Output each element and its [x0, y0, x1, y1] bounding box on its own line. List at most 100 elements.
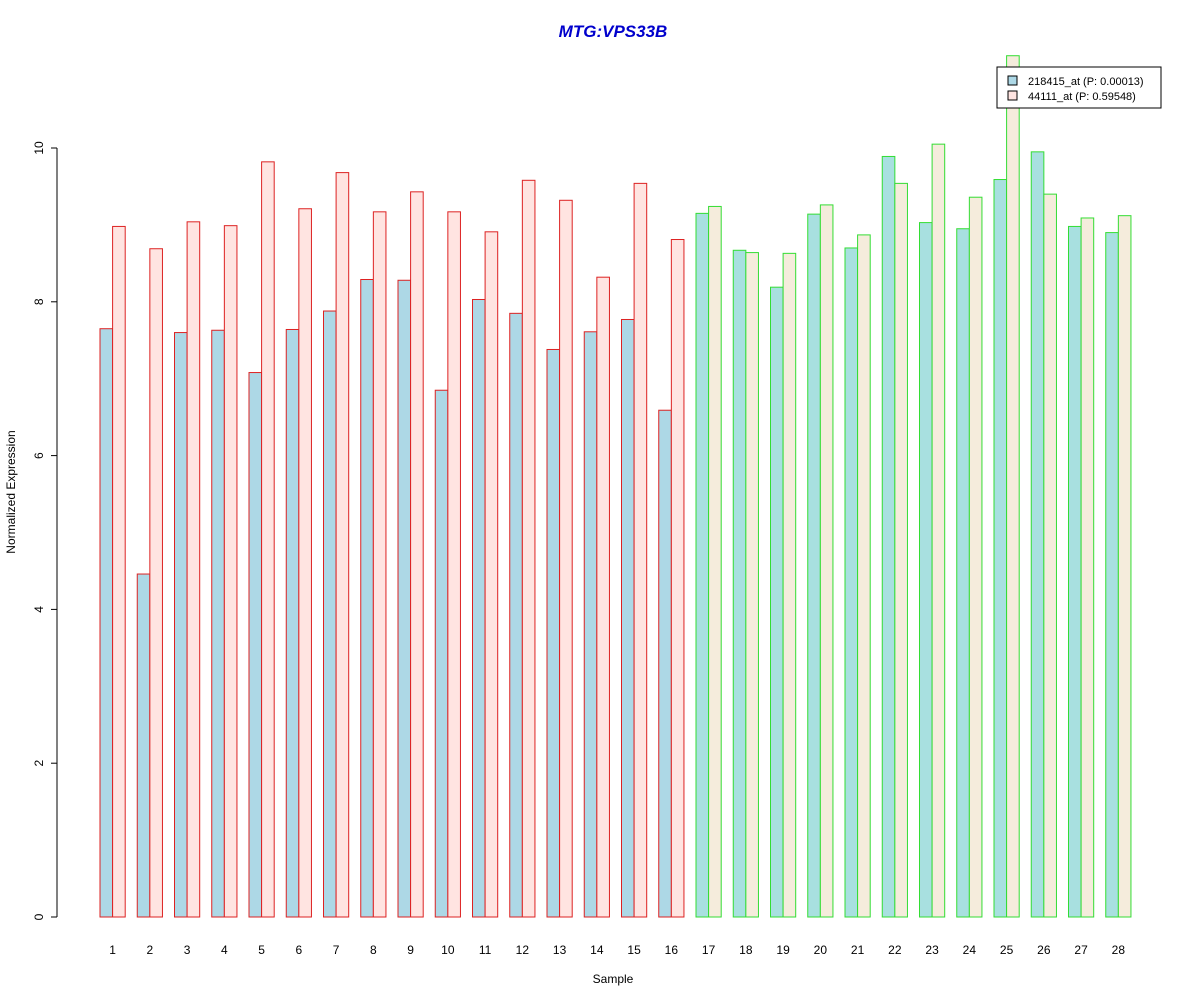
x-axis-tick-label: 19 — [776, 943, 790, 957]
legend: 218415_at (P: 0.00013) 44111_at (P: 0.595… — [997, 67, 1161, 108]
bar-series2-sample-23 — [932, 144, 945, 917]
y-axis-tick-label: 8 — [32, 298, 46, 305]
bar-series1-sample-17 — [696, 213, 709, 917]
bar-series2-sample-25 — [1007, 56, 1020, 917]
x-axis-tick-label: 1 — [109, 943, 116, 957]
x-axis-label: Sample — [593, 972, 634, 986]
legend-swatch — [1008, 91, 1017, 100]
bar-series1-sample-8 — [361, 279, 374, 917]
chart-title: MTG:VPS33B — [559, 22, 668, 41]
bar-series2-sample-12 — [522, 180, 535, 917]
x-axis-tick-label: 15 — [627, 943, 641, 957]
bar-series1-sample-7 — [324, 311, 337, 917]
bar-series1-sample-16 — [659, 410, 672, 917]
y-axis-tick-label: 10 — [32, 141, 46, 155]
bar-series2-sample-1 — [113, 226, 126, 917]
y-axis: 0 2 4 6 8 10 — [32, 141, 57, 920]
bar-series2-sample-15 — [634, 183, 647, 917]
bar-series1-sample-26 — [1031, 152, 1044, 917]
x-axis-tick-label: 25 — [1000, 943, 1014, 957]
bar-series2-sample-20 — [820, 205, 833, 917]
x-axis-tick-label: 8 — [370, 943, 377, 957]
bar-series2-sample-14 — [597, 277, 610, 917]
y-axis-tick-label: 2 — [32, 760, 46, 767]
bar-series1-sample-2 — [137, 574, 150, 917]
x-axis-tick-label: 18 — [739, 943, 753, 957]
x-axis-tick-label: 28 — [1112, 943, 1126, 957]
bar-series1-sample-11 — [473, 299, 486, 917]
x-axis-tick-label: 24 — [963, 943, 977, 957]
bar-series2-sample-9 — [411, 192, 424, 917]
x-axis-tick-label: 22 — [888, 943, 902, 957]
x-axis-tick-label: 13 — [553, 943, 567, 957]
bar-series1-sample-22 — [882, 156, 895, 917]
x-axis-tick-label: 9 — [407, 943, 414, 957]
y-axis-label: Normalized Expression — [4, 430, 18, 553]
x-axis-tick-label: 4 — [221, 943, 228, 957]
bar-series1-sample-27 — [1069, 226, 1082, 917]
x-axis-tick-label: 2 — [147, 943, 154, 957]
bar-series2-sample-28 — [1118, 216, 1131, 917]
bar-series2-sample-2 — [150, 249, 163, 917]
bar-series1-sample-21 — [845, 248, 858, 917]
bar-series1-sample-28 — [1106, 233, 1119, 917]
x-axis-tick-labels: 1 2 3 4 5 6 7 8 9 10 11 12 13 14 15 16 17 18 19 20 21 22 23 24 2… — [109, 943, 1125, 957]
expression-bar-chart: MTG:VPS33B Sample Normalized Expression … — [0, 0, 1200, 1000]
bar-series1-sample-19 — [771, 287, 784, 917]
bar-series1-sample-15 — [622, 319, 635, 917]
bars-group — [100, 56, 1131, 917]
x-axis-tick-label: 7 — [333, 943, 340, 957]
bar-series2-sample-22 — [895, 183, 908, 917]
legend-swatch — [1008, 76, 1017, 85]
bar-series2-sample-5 — [262, 162, 275, 917]
bar-series2-sample-24 — [969, 197, 982, 917]
bar-series1-sample-9 — [398, 280, 411, 917]
bar-series1-sample-24 — [957, 229, 970, 917]
x-axis-tick-label: 27 — [1074, 943, 1088, 957]
x-axis-tick-label: 10 — [441, 943, 455, 957]
x-axis-tick-label: 5 — [258, 943, 265, 957]
bar-series2-sample-11 — [485, 232, 498, 917]
bar-series1-sample-12 — [510, 313, 523, 917]
bar-series1-sample-3 — [175, 333, 188, 917]
x-axis-tick-label: 6 — [296, 943, 303, 957]
bar-series1-sample-18 — [733, 250, 746, 917]
bar-series1-sample-5 — [249, 373, 262, 917]
bar-series1-sample-20 — [808, 214, 821, 917]
bar-series1-sample-1 — [100, 329, 113, 917]
legend-label: 44111_at (P: 0.59548) — [1028, 91, 1136, 103]
bar-series2-sample-7 — [336, 173, 349, 917]
bar-series1-sample-14 — [584, 332, 597, 917]
x-axis-tick-label: 11 — [479, 943, 492, 957]
x-axis-tick-label: 20 — [814, 943, 828, 957]
bar-series2-sample-19 — [783, 253, 796, 917]
bar-series1-sample-13 — [547, 349, 560, 917]
bar-series2-sample-10 — [448, 212, 461, 917]
y-axis-tick-label: 4 — [32, 606, 46, 613]
bar-series2-sample-16 — [671, 240, 684, 917]
bar-series2-sample-18 — [746, 253, 759, 917]
bar-series2-sample-6 — [299, 209, 312, 917]
x-axis-tick-label: 3 — [184, 943, 191, 957]
bar-series2-sample-4 — [224, 226, 237, 917]
bar-series2-sample-21 — [858, 235, 871, 917]
bar-series2-sample-3 — [187, 222, 200, 917]
bar-series2-sample-13 — [560, 200, 573, 917]
bar-series2-sample-27 — [1081, 218, 1094, 917]
bar-series1-sample-4 — [212, 330, 225, 917]
x-axis-tick-label: 12 — [516, 943, 530, 957]
x-axis-tick-label: 14 — [590, 943, 604, 957]
x-axis-tick-label: 26 — [1037, 943, 1051, 957]
x-axis-tick-label: 17 — [702, 943, 716, 957]
x-axis-tick-label: 16 — [665, 943, 679, 957]
bar-series2-sample-17 — [709, 206, 722, 917]
bar-series1-sample-25 — [994, 180, 1007, 917]
bar-series2-sample-26 — [1044, 194, 1057, 917]
y-axis-tick-label: 6 — [32, 452, 46, 459]
x-axis-tick-label: 23 — [925, 943, 939, 957]
bar-series2-sample-8 — [373, 212, 386, 917]
y-axis-tick-label: 0 — [32, 913, 46, 920]
bar-series1-sample-6 — [286, 329, 299, 917]
x-axis-tick-label: 21 — [851, 943, 865, 957]
bar-series1-sample-23 — [920, 223, 933, 917]
